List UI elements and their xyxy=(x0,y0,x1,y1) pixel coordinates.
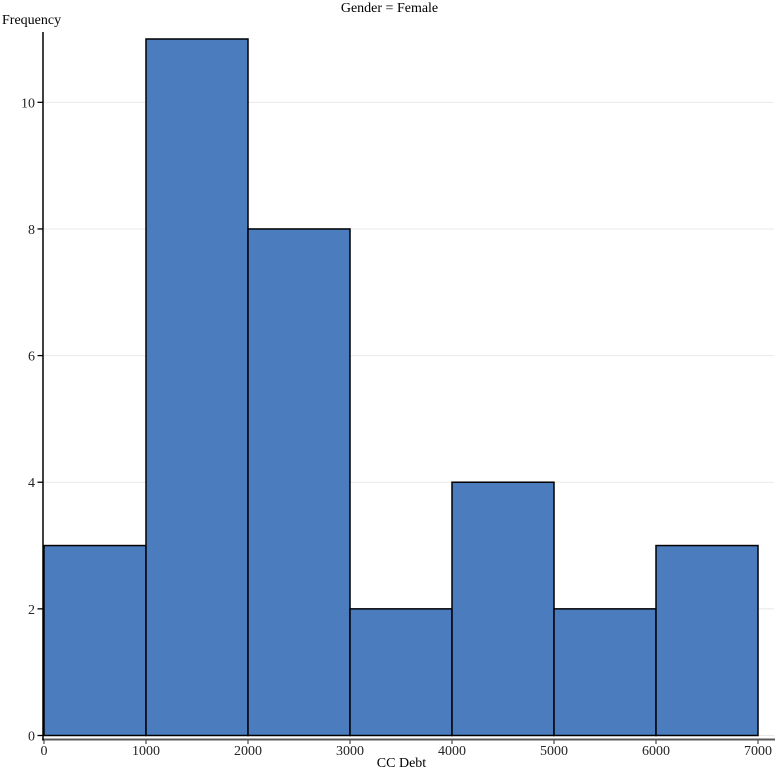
x-tick-label: 1000 xyxy=(132,744,160,759)
histogram-bar xyxy=(655,544,759,737)
chart-title: Gender = Female xyxy=(340,1,439,16)
y-axis-title: Frequency xyxy=(2,13,62,28)
y-tick-label: 4 xyxy=(28,476,35,491)
x-tick-label: 4000 xyxy=(438,744,466,759)
histogram-bar xyxy=(349,608,453,737)
y-tick-label: 2 xyxy=(28,603,35,618)
x-axis-title: CC Debt xyxy=(376,756,427,771)
y-tick-label: 8 xyxy=(28,223,35,238)
x-tick-label: 5000 xyxy=(540,744,568,759)
histogram-bar xyxy=(43,544,147,737)
y-tick-label: 0 xyxy=(28,730,35,745)
x-tick-label: 0 xyxy=(41,744,48,759)
histogram-bar xyxy=(247,228,351,737)
histogram-bar xyxy=(145,38,249,737)
x-tick-label: 7000 xyxy=(744,744,772,759)
histogram-bar xyxy=(451,481,555,737)
y-tick-label: 10 xyxy=(21,96,35,111)
x-tick-label: 2000 xyxy=(234,744,262,759)
histogram-bar xyxy=(553,608,657,737)
y-tick-label: 6 xyxy=(28,350,35,365)
x-tick-label: 6000 xyxy=(642,744,670,759)
x-tick-label: 3000 xyxy=(336,744,364,759)
